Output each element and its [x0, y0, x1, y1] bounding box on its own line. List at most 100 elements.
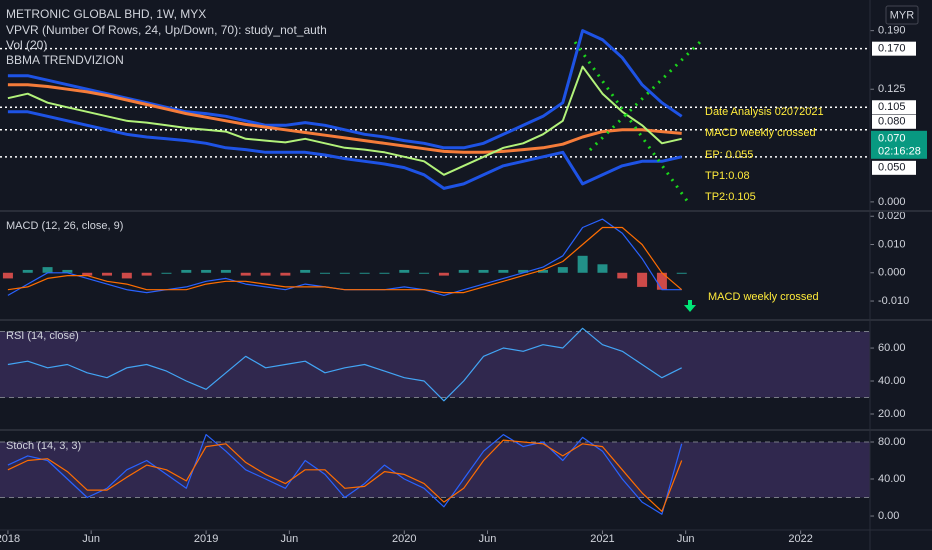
- study-label: BBMA TRENDVIZION: [6, 53, 124, 67]
- price-label-box: [872, 41, 916, 56]
- x-tick-label: Jun: [82, 533, 100, 545]
- study-label: VPVR (Number Of Rows, 24, Up/Down, 70): …: [6, 23, 327, 37]
- histogram-bar: [557, 267, 568, 273]
- series-line: [7, 65, 682, 176]
- price-label-box: [872, 114, 916, 129]
- histogram-bar: [438, 272, 449, 276]
- band: [0, 331, 870, 398]
- histogram-bar: [617, 272, 628, 279]
- histogram-bar: [102, 272, 113, 276]
- pane-title: MACD (12, 26, close, 9): [6, 220, 123, 232]
- series-line: [7, 110, 683, 190]
- histogram-bar: [458, 269, 469, 273]
- last-price: 0.070: [878, 133, 906, 145]
- histogram-bar: [220, 269, 231, 273]
- histogram-bar: [676, 272, 687, 274]
- x-tick-label: 2019: [194, 533, 218, 545]
- y-tick-label: 0.125: [878, 83, 906, 95]
- x-tick-label: 2020: [392, 533, 416, 545]
- currency-box[interactable]: [885, 5, 919, 25]
- up-arrow: [684, 300, 696, 312]
- histogram-bar: [320, 272, 331, 274]
- x-tick-label: 2022: [788, 533, 812, 545]
- histogram-bar: [518, 269, 529, 273]
- y-tick-label: 20.00: [878, 408, 906, 420]
- histogram-bar: [478, 269, 489, 273]
- histogram-bar: [577, 255, 588, 273]
- symbol-title: METRONIC GLOBAL BHD, 1W, MYX: [6, 7, 206, 21]
- y-tick-label: 80.00: [878, 436, 906, 448]
- y-tick-label: 0.000: [878, 267, 906, 279]
- trend-line: [588, 40, 702, 152]
- annotation: MACD weekly crossed: [708, 291, 819, 303]
- band: [0, 441, 870, 498]
- series-line: [7, 83, 682, 154]
- annotation: TP2:0.105: [705, 191, 756, 203]
- series-line: [7, 434, 683, 515]
- pane-title: RSI (14, close): [6, 330, 79, 342]
- series-line: [7, 29, 683, 150]
- y-tick-label: 0.190: [878, 25, 906, 37]
- y-tick-label: 0.010: [878, 238, 906, 250]
- histogram-bar: [141, 272, 152, 276]
- x-tick-label: 2021: [590, 533, 614, 545]
- histogram-bar: [656, 272, 667, 290]
- last-price-box: [871, 130, 927, 159]
- pane-title: Stoch (14, 3, 3): [6, 440, 81, 452]
- histogram-bar: [399, 269, 410, 273]
- histogram-bar: [121, 272, 132, 279]
- histogram-bar: [260, 272, 271, 276]
- histogram-bar: [359, 272, 370, 274]
- histogram-bar: [161, 272, 172, 274]
- histogram-bar: [339, 272, 350, 274]
- histogram-bar: [62, 269, 73, 273]
- y-tick-label: -0.010: [878, 295, 909, 307]
- y-tick-label: 40.00: [878, 473, 906, 485]
- y-tick-label: 60.00: [878, 342, 906, 354]
- histogram-bar: [379, 272, 390, 274]
- countdown: 02:16:28: [878, 146, 921, 158]
- y-tick-label: 0.00: [878, 510, 899, 522]
- histogram-bar: [637, 272, 648, 287]
- histogram-bar: [498, 269, 509, 273]
- histogram-bar: [300, 269, 311, 273]
- histogram-bar: [280, 272, 291, 276]
- annotation: EP: 0.055: [705, 149, 753, 161]
- price-label-box: [872, 160, 916, 175]
- histogram-bar: [597, 264, 608, 273]
- x-tick-label: Jun: [280, 533, 298, 545]
- histogram-bar: [201, 269, 212, 273]
- annotation: TP1:0.08: [705, 170, 750, 182]
- histogram-bar: [42, 267, 53, 273]
- price-label-box: [872, 100, 916, 115]
- histogram-bar: [82, 272, 93, 276]
- currency[interactable]: MYR: [890, 9, 915, 21]
- series-line: [7, 439, 683, 512]
- study-label: Vol (20): [6, 38, 47, 52]
- histogram-bar: [181, 269, 192, 273]
- annotation: MACD weekly crossed: [705, 127, 816, 139]
- panes: 0.190 0.125 0.000 0.170 0.105 0.080 0.050 0.070…: [0, 25, 927, 545]
- x-tick-label: 2018: [0, 533, 20, 545]
- y-tick-label: 40.00: [878, 375, 906, 387]
- histogram-bar: [419, 272, 430, 274]
- price-label: 0.080: [878, 116, 906, 128]
- histogram-bar: [2, 272, 13, 279]
- annotation: Date Analysis 02072021: [705, 106, 824, 118]
- series-line: [7, 226, 683, 294]
- price-label: 0.105: [878, 101, 906, 113]
- price-label: 0.170: [878, 43, 906, 55]
- y-tick-label: 0.020: [878, 210, 906, 222]
- y-tick-label: 0.000: [878, 196, 906, 208]
- series-line: [7, 327, 682, 402]
- histogram-bar: [240, 272, 251, 276]
- histogram-bar: [538, 269, 549, 273]
- trend-line: [573, 41, 692, 206]
- x-tick-label: Jun: [677, 533, 695, 545]
- x-tick-label: Jun: [479, 533, 497, 545]
- price-label: 0.050: [878, 162, 906, 174]
- histogram-bar: [22, 269, 33, 273]
